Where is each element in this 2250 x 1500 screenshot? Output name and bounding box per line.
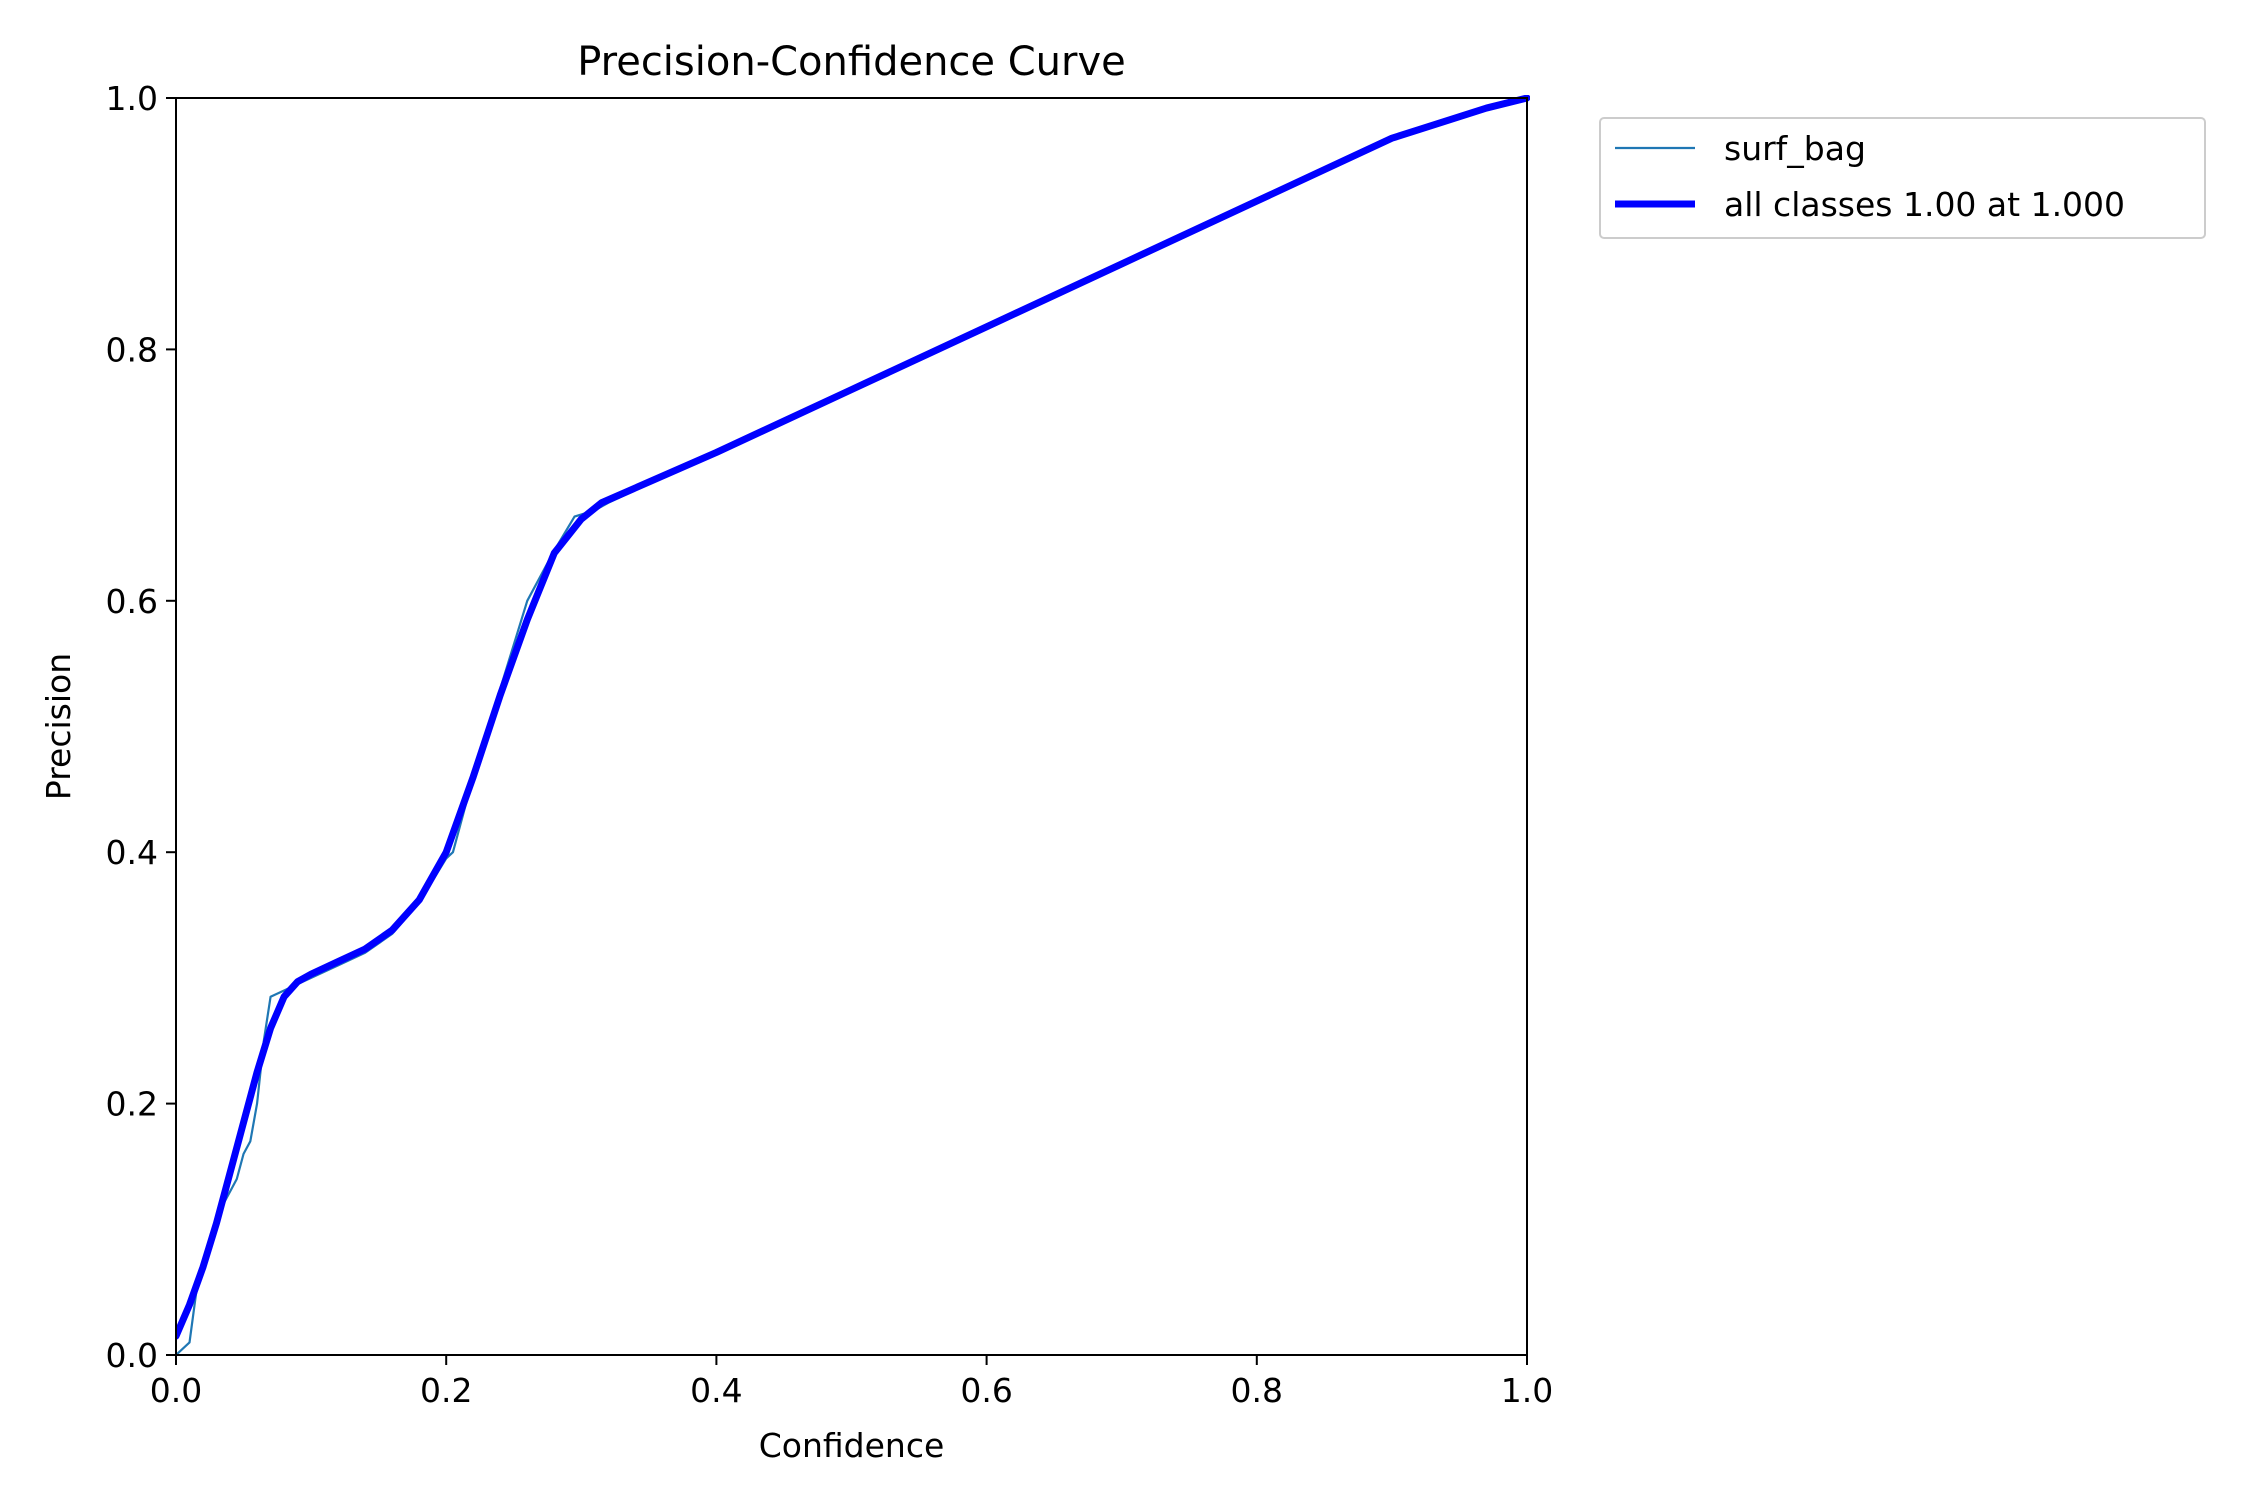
x-tick-label: 1.0 — [1501, 1371, 1553, 1410]
chart-title: Precision-Confidence Curve — [577, 39, 1126, 85]
x-tick-label: 0.8 — [1231, 1371, 1283, 1410]
plot-area — [176, 95, 1530, 1357]
legend-box — [1599, 117, 2206, 239]
x-tick-label: 0.6 — [960, 1371, 1012, 1410]
legend-label-all-classes: all classes 1.00 at 1.000 — [1724, 185, 2125, 224]
x-tick-label: 0.2 — [420, 1371, 472, 1410]
x-tick-label: 0.4 — [690, 1371, 742, 1410]
legend-label-surf-bag: surf_bag — [1724, 129, 1866, 168]
legend: surf_bag all classes 1.00 at 1.000 — [1599, 117, 2206, 239]
x-axis-title: Confidence — [759, 1426, 945, 1465]
plot-frame — [175, 97, 1528, 1356]
y-tick-label: 0.2 — [106, 1085, 158, 1124]
y-tick-label: 0.6 — [106, 582, 158, 621]
x-tick-label: 0.0 — [150, 1371, 202, 1410]
y-tick-label: 0.0 — [106, 1336, 158, 1375]
y-axis-title: Precision — [39, 653, 78, 800]
series-line-all-classes — [176, 95, 1530, 1340]
x-axis: 0.0 0.2 0.4 0.6 0.8 1.0 — [150, 1355, 1553, 1410]
y-axis: 0.0 0.2 0.4 0.6 0.8 1.0 — [106, 79, 176, 1375]
y-tick-label: 0.8 — [106, 330, 158, 369]
y-tick-label: 1.0 — [106, 79, 158, 118]
y-tick-label: 0.4 — [106, 833, 158, 872]
